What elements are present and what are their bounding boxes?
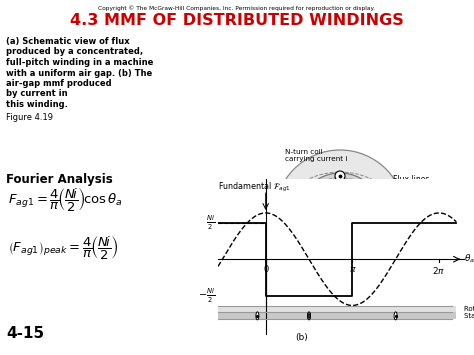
Bar (218, 306, 456, 312)
Text: (a): (a) (334, 288, 346, 297)
Text: Figure 4.19: Figure 4.19 (6, 113, 53, 121)
Circle shape (318, 193, 362, 237)
Text: $\left(F_{ag1}\right)_{peak} = \dfrac{4}{\pi}\!\left(\dfrac{N\!i}{2}\right)$: $\left(F_{ag1}\right)_{peak} = \dfrac{4}… (8, 235, 118, 262)
Text: Fourier Analysis: Fourier Analysis (6, 173, 113, 186)
Text: $\theta_a$: $\theta_a$ (384, 249, 394, 261)
Text: 4-15: 4-15 (6, 326, 44, 341)
Text: $2\pi$: $2\pi$ (432, 265, 446, 276)
Text: Flux lines: Flux lines (384, 175, 429, 191)
Circle shape (308, 312, 310, 320)
Text: this winding.: this winding. (6, 100, 68, 109)
Text: Stator surface: Stator surface (464, 313, 474, 319)
Text: Magnetic axis
of stator coil: Magnetic axis of stator coil (387, 215, 437, 233)
Text: 4.3 MMF OF DISTRIBUTED WINDINGS: 4.3 MMF OF DISTRIBUTED WINDINGS (70, 13, 404, 28)
Circle shape (275, 150, 405, 280)
Text: with a uniform air gap. (b) The: with a uniform air gap. (b) The (6, 69, 152, 77)
Circle shape (335, 171, 345, 181)
Bar (218, 312, 456, 320)
Text: $\frac{Ni}{2}$: $\frac{Ni}{2}$ (206, 214, 215, 232)
Circle shape (298, 173, 382, 257)
Text: (b): (b) (295, 333, 308, 342)
Text: Rotor surface: Rotor surface (464, 306, 474, 312)
Text: $-\frac{Ni}{2}$: $-\frac{Ni}{2}$ (198, 286, 215, 305)
Text: (a) Schematic view of flux: (a) Schematic view of flux (6, 37, 129, 46)
Text: N-turn coil
carrying current i: N-turn coil carrying current i (285, 149, 347, 162)
Text: Copyright © The McGraw-Hill Companies, Inc. Permission required for reproduction: Copyright © The McGraw-Hill Companies, I… (99, 5, 375, 11)
Circle shape (256, 312, 259, 320)
Text: $\pi$: $\pi$ (348, 265, 356, 274)
Circle shape (335, 249, 345, 259)
Text: 0: 0 (263, 265, 268, 274)
Text: full-pitch winding in a machine: full-pitch winding in a machine (6, 58, 154, 67)
Circle shape (394, 312, 397, 320)
Text: by current in: by current in (6, 89, 68, 98)
Text: air-gap mmf produced: air-gap mmf produced (6, 79, 111, 88)
Text: produced by a concentrated,: produced by a concentrated, (6, 48, 143, 56)
Text: $F_{ag1} = \dfrac{4}{\pi}\!\left(\dfrac{N\!i}{2}\right)\!\cos\theta_a$: $F_{ag1} = \dfrac{4}{\pi}\!\left(\dfrac{… (8, 187, 123, 214)
Text: $\theta_a$: $\theta_a$ (464, 253, 474, 266)
Text: Fundamental $\mathcal{F}_{ag1}$: Fundamental $\mathcal{F}_{ag1}$ (218, 181, 291, 194)
